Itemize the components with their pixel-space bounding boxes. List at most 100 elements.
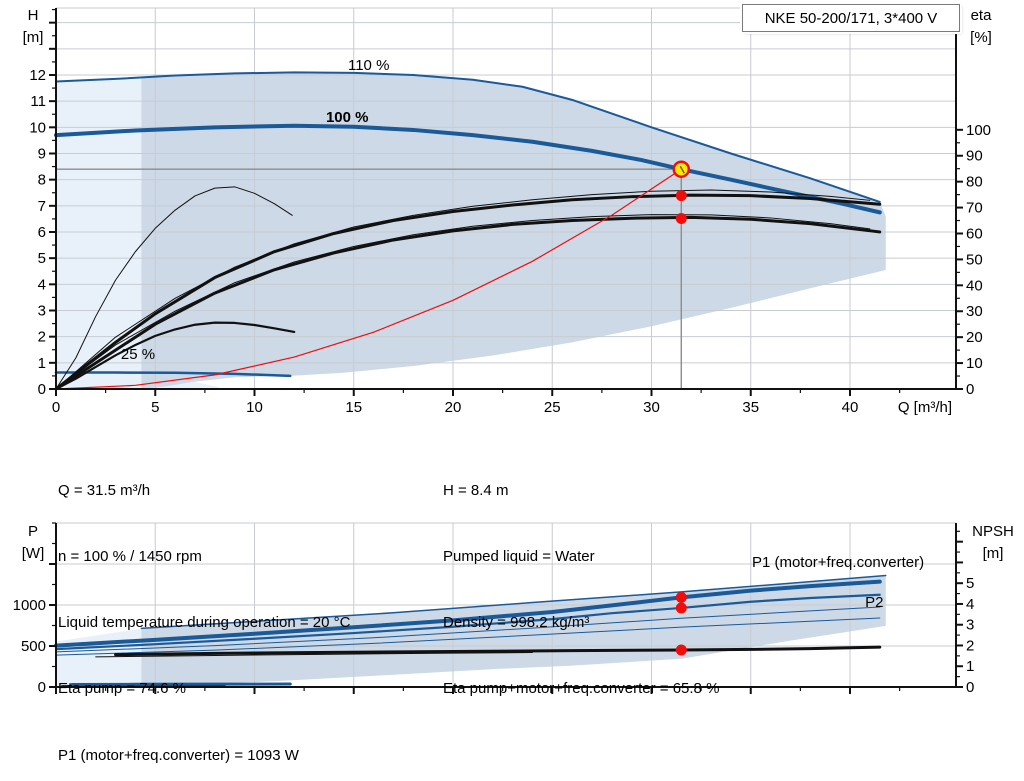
W-axis-ticks: 0 500 1000 P [W] — [13, 522, 56, 696]
eta-pump-curve — [54, 193, 882, 391]
npsh-point-marker — [675, 644, 687, 656]
x-tick-label: 0 — [52, 399, 60, 416]
qh-25pct-curve — [54, 371, 292, 378]
info-eta-total: Eta pump+motor+freq.converter = 65.8 % — [443, 680, 720, 697]
p1-110pct-curve — [140, 574, 887, 630]
x-tick-label: 35 — [742, 399, 759, 416]
curve-label: 100 % — [326, 109, 369, 126]
m-axis-ticks: 0 1 2 3 4 5 NPSH [m] — [956, 523, 1014, 696]
pump-type-label: NKE 50-200/171, 3*400 V — [764, 9, 938, 27]
qh-110pct-curve — [55, 71, 881, 203]
curve-label: P1 (motor+freq.converter) — [752, 554, 924, 571]
p1-curve-curve — [54, 579, 882, 648]
m-tick-label: 2 — [966, 637, 974, 654]
curve-label: P2 — [865, 594, 883, 611]
npsh-thin-curve — [95, 652, 533, 658]
m-tick-label: 0 — [966, 679, 974, 696]
info-pumped-liquid: Pumped liquid = Water — [443, 548, 595, 565]
duty-info-left: Q = 31.5 m³/h n = 100 % / 1450 rpm Liqui… — [58, 436, 350, 744]
x-tick-label: 25 — [544, 399, 561, 416]
H-tick-label: 4 — [38, 276, 46, 293]
x-tick-label: 40 — [842, 399, 859, 416]
p-thin-b-curve — [55, 617, 881, 656]
curve-label: 25 % — [121, 346, 155, 363]
eta-pump-25-curve — [55, 186, 293, 390]
eta-tick-label: 70 — [966, 200, 983, 217]
H-tick-label: 5 — [38, 250, 46, 267]
H-tick-label: 11 — [30, 93, 46, 110]
qh-100pct-curve — [54, 123, 882, 215]
eta-tick-label: 100 — [966, 122, 991, 139]
duty-cursor-mark — [679, 165, 685, 174]
eta-total-25-curve — [54, 321, 296, 391]
m-tick-label: 3 — [966, 617, 974, 634]
info-eta-pump: Eta pump = 74.6 % — [58, 680, 186, 697]
eta-axis-title: eta — [971, 7, 993, 24]
power-envelope — [141, 575, 886, 687]
H-tick-label: 8 — [38, 172, 46, 189]
p2-curve-curve — [54, 593, 881, 651]
eta-tick-label: 50 — [966, 251, 983, 268]
H-tick-label: 2 — [38, 329, 46, 346]
W-axis-title: P — [28, 523, 38, 540]
system-curve-curve — [55, 168, 682, 390]
m-tick-label: 4 — [966, 596, 974, 613]
power-info: P1 (motor+freq.converter) = 1093 W P2 = … — [58, 701, 299, 781]
H-axis-title: H — [28, 7, 39, 24]
duty-info-right: H = 8.4 m Pumped liquid = Water Density … — [443, 436, 719, 744]
eta-tick-label: 80 — [966, 174, 983, 191]
x-tick-label: 20 — [445, 399, 462, 416]
m-axis-title: NPSH — [972, 523, 1014, 540]
info-density: Density = 998.2 kg/m³ — [443, 614, 590, 631]
m-axis-unit: [m] — [983, 545, 1004, 562]
p2-point-marker — [675, 602, 687, 614]
H-tick-label: 9 — [38, 145, 46, 162]
H-axis-unit: [m] — [23, 29, 44, 46]
eta-tick-label: 10 — [966, 355, 983, 372]
eta-tick-label: 40 — [966, 277, 983, 294]
x-axis-title: Q [m³/h] — [898, 399, 952, 416]
info-liquid-temp: Liquid temperature during operation = 20… — [58, 614, 351, 631]
eta-axis-ticks: 0 10 20 30 40 50 60 70 80 90 100 eta [%] — [956, 7, 992, 398]
eta-tick-label: 60 — [966, 225, 983, 242]
H-tick-label: 0 — [38, 381, 46, 398]
x-tick-label: 15 — [345, 399, 362, 416]
pump-type-box: NKE 50-200/171, 3*400 V — [742, 4, 960, 32]
W-tick-label: 0 — [38, 679, 46, 696]
info-p1: P1 (motor+freq.converter) = 1093 W — [58, 747, 299, 764]
operating-envelope — [141, 72, 886, 389]
eta-tick-label: 0 — [966, 381, 974, 398]
npsh-curve-curve — [114, 645, 882, 657]
m-tick-label: 1 — [966, 658, 974, 675]
H-tick-label: 12 — [29, 67, 46, 84]
W-tick-label: 1000 — [13, 597, 46, 614]
x-tick-label: 30 — [643, 399, 660, 416]
H-tick-label: 6 — [38, 224, 46, 241]
p1-point-marker — [675, 591, 687, 603]
eta-tick-label: 90 — [966, 148, 983, 165]
x-axis-ticks — [55, 687, 901, 694]
H-tick-label: 1 — [38, 355, 46, 372]
envelope-light — [56, 77, 219, 389]
x-tick-label: 5 — [151, 399, 159, 416]
W-axis-unit: [W] — [22, 545, 45, 562]
eta-total-curve — [54, 215, 882, 391]
W-tick-label: 500 — [21, 638, 46, 655]
info-speed: n = 100 % / 1450 rpm — [58, 548, 202, 565]
x-axis-ticks: 0 5 10 15 20 25 30 35 40 Q [m³/h] — [52, 389, 952, 416]
eta-axis-unit: [%] — [970, 29, 992, 46]
info-head: H = 8.4 m — [443, 482, 509, 499]
eta-total-110-curve — [55, 214, 871, 390]
eta-tick-label: 20 — [966, 329, 983, 346]
H-tick-label: 10 — [29, 119, 46, 136]
x-tick-label: 10 — [246, 399, 263, 416]
curve-label: 110 % — [348, 57, 389, 74]
eta-total-point-marker — [675, 212, 687, 224]
m-tick-label: 5 — [966, 575, 974, 592]
qh-chart: 0 5 10 15 20 25 30 35 40 Q [m³/h]0123456789101112… — [23, 7, 993, 416]
H-tick-label: 3 — [38, 302, 46, 319]
duty-crosshair — [56, 168, 682, 389]
